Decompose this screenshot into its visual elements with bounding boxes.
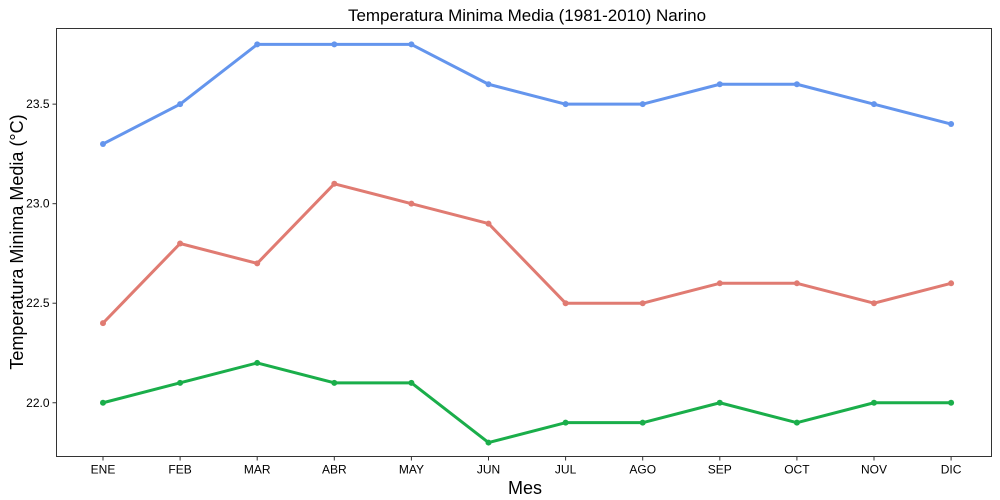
data-point bbox=[254, 359, 261, 366]
data-point bbox=[562, 300, 569, 307]
data-point bbox=[871, 399, 877, 406]
data-point bbox=[793, 280, 800, 287]
data-point bbox=[177, 240, 184, 247]
x-tick-label: NOV bbox=[861, 463, 887, 477]
data-point bbox=[716, 280, 723, 287]
y-tick-label: 23.0 bbox=[26, 197, 50, 211]
x-tick-label: ABR bbox=[322, 463, 347, 477]
y-tick-label: 22.5 bbox=[26, 296, 50, 310]
x-tick-label: SEP bbox=[708, 463, 732, 477]
data-point bbox=[408, 41, 415, 48]
data-point bbox=[408, 200, 415, 207]
data-point bbox=[716, 81, 723, 88]
data-point bbox=[485, 439, 492, 446]
data-point bbox=[331, 379, 338, 386]
data-point bbox=[177, 379, 184, 386]
data-point bbox=[948, 121, 955, 128]
data-point bbox=[485, 81, 492, 88]
chart-title: Temperatura Minima Media (1981-2010) Nar… bbox=[348, 6, 706, 25]
x-tick-label: DIC bbox=[941, 463, 962, 477]
x-tick-label: MAY bbox=[399, 463, 424, 477]
series-line bbox=[101, 182, 953, 325]
x-tick-label: AGO bbox=[629, 463, 656, 477]
data-point bbox=[562, 419, 569, 426]
data-point bbox=[100, 399, 106, 406]
data-point bbox=[871, 101, 877, 108]
data-point bbox=[639, 101, 646, 108]
data-point bbox=[331, 180, 338, 187]
x-axis-title: Mes bbox=[508, 478, 542, 498]
data-point bbox=[562, 101, 569, 108]
data-point bbox=[254, 260, 261, 267]
data-point bbox=[254, 41, 261, 48]
data-point bbox=[100, 320, 106, 327]
y-tick-label: 22.0 bbox=[26, 396, 50, 410]
data-point bbox=[639, 300, 646, 307]
series-line bbox=[101, 361, 953, 445]
data-point bbox=[408, 379, 415, 386]
series-line bbox=[101, 42, 953, 146]
data-point bbox=[177, 101, 184, 108]
data-point bbox=[871, 300, 877, 307]
series-3 bbox=[100, 359, 955, 446]
data-point bbox=[793, 419, 800, 426]
x-tick-label: JUN bbox=[477, 463, 500, 477]
data-point bbox=[331, 41, 338, 48]
x-tick-label: ENE bbox=[91, 463, 116, 477]
series-1 bbox=[100, 41, 955, 147]
x-tick-label: OCT bbox=[784, 463, 810, 477]
y-axis-title: Temperatura Minima Media (°C) bbox=[7, 114, 27, 369]
data-point bbox=[793, 81, 800, 88]
data-point bbox=[948, 280, 955, 287]
series-2 bbox=[100, 180, 955, 327]
x-tick-label: JUL bbox=[555, 463, 577, 477]
data-point bbox=[485, 220, 492, 227]
data-point bbox=[639, 419, 646, 426]
y-axis: 22.0 22.5 23.0 23.5 bbox=[26, 97, 57, 410]
x-tick-label: MAR bbox=[244, 463, 271, 477]
x-axis: ENE FEB MAR ABR MAY JUN JUL AGO SEP OCT NOV DIC bbox=[91, 456, 962, 477]
plot-panel bbox=[56, 28, 992, 457]
data-point bbox=[948, 399, 955, 406]
data-point bbox=[716, 399, 723, 406]
x-tick-label: FEB bbox=[168, 463, 191, 477]
data-point bbox=[100, 140, 106, 147]
series-layer bbox=[100, 41, 955, 446]
y-tick-label: 23.5 bbox=[26, 97, 50, 111]
